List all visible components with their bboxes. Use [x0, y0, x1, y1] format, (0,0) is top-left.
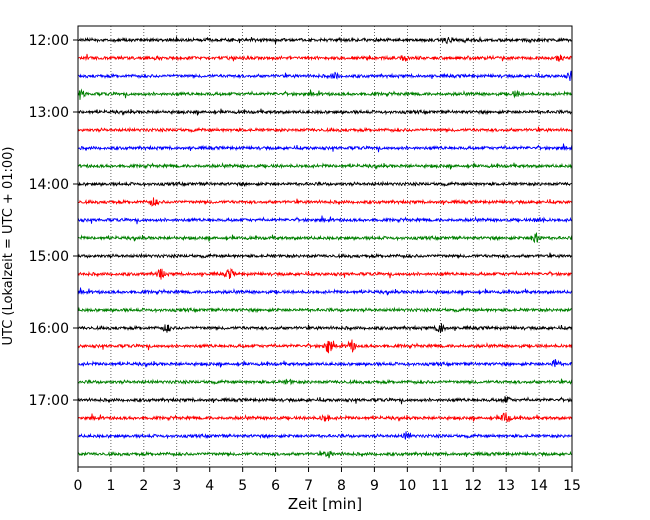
trace-1245 [77, 88, 573, 100]
trace-1330 [77, 143, 573, 153]
x-tick-label: 0 [74, 478, 83, 494]
x-tick-label: 14 [530, 478, 548, 494]
y-tick-label: 16:00 [29, 321, 69, 337]
plot-frame [77, 25, 573, 468]
trace-1500 [77, 252, 573, 260]
trace-1545 [77, 306, 573, 314]
trace-1645 [78, 378, 573, 386]
x-tick-label: 5 [238, 478, 247, 494]
x-axis: 0 1 2 3 4 5 6 7 8 9 10 11 12 13 14 15 [74, 467, 581, 494]
trace-1230 [77, 70, 573, 82]
trace-1315 [77, 126, 573, 134]
trace-1715 [77, 412, 573, 423]
x-tick-label: 2 [139, 478, 148, 494]
trace-1730 [77, 431, 573, 440]
trace-1530 [77, 287, 573, 296]
x-tick-label: 12 [464, 478, 482, 494]
trace-1300 [77, 108, 573, 116]
trace-1400 [77, 180, 573, 188]
trace-1215 [77, 53, 573, 62]
y-axis-label: UTC (Lokalzeit = UTC + 01:00) [1, 147, 16, 346]
x-tick-label: 15 [563, 478, 581, 494]
trace-1615 [77, 339, 573, 354]
trace-1200 [77, 36, 573, 45]
x-tick-label: 8 [337, 478, 346, 494]
trace-1515 [77, 267, 573, 280]
trace-1700 [77, 396, 573, 405]
x-tick-label: 7 [304, 478, 313, 494]
trace-1345 [77, 162, 573, 170]
trace-1600 [77, 323, 573, 334]
trace-1630 [77, 359, 573, 368]
x-tick-label: 11 [431, 478, 449, 494]
trace-1445 [77, 232, 573, 244]
y-tick-label: 13:00 [29, 105, 69, 121]
x-tick-label: 4 [205, 478, 214, 494]
x-tick-label: 6 [271, 478, 280, 494]
trace-1745 [77, 450, 573, 459]
y-tick-label: 12:00 [29, 33, 69, 49]
x-tick-label: 13 [497, 478, 515, 494]
x-tick-label: 1 [106, 478, 115, 494]
y-tick-label: 15:00 [29, 249, 69, 265]
x-tick-label: 10 [398, 478, 416, 494]
seismogram-traces [77, 36, 573, 459]
x-tick-label: 9 [370, 478, 379, 494]
y-tick-label: 17:00 [29, 393, 69, 409]
y-tick-label: 14:00 [29, 177, 69, 193]
y-axis: 12:00 13:00 14:00 15:00 16:00 17:00 [29, 33, 78, 409]
x-tick-label: 3 [172, 478, 181, 494]
x-axis-label: Zeit [min] [288, 495, 362, 513]
trace-1415 [77, 197, 573, 207]
trace-1430 [77, 215, 573, 225]
